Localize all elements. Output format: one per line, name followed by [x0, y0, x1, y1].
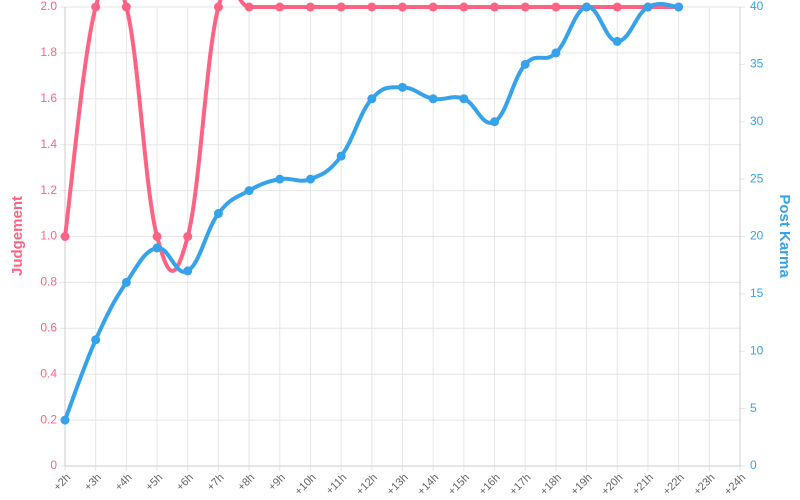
x-tick-label: +18h — [538, 472, 564, 498]
point — [490, 117, 500, 127]
point — [91, 2, 101, 12]
x-tick-label: +5h — [144, 472, 166, 494]
x-tick-label: +16h — [477, 472, 503, 498]
y2-tick-label: 0 — [750, 458, 757, 472]
point — [643, 2, 653, 12]
y2-tick-label: 30 — [750, 114, 764, 128]
x-tick-label: +24h — [722, 472, 748, 498]
point — [305, 2, 315, 12]
point — [459, 94, 469, 104]
point — [336, 2, 346, 12]
x-tick-label: +19h — [569, 472, 595, 498]
x-tick-label: +7h — [205, 472, 227, 494]
x-tick-label: +21h — [630, 472, 656, 498]
y2-axis-title: Post Karma — [776, 194, 793, 278]
x-tick-label: +3h — [82, 472, 104, 494]
point — [612, 36, 622, 46]
y-tick-label: 0.8 — [40, 275, 57, 289]
y-tick-label: 0.2 — [40, 412, 57, 426]
point — [428, 2, 438, 12]
point — [152, 243, 162, 253]
point — [213, 209, 223, 219]
point — [459, 2, 469, 12]
x-tick-label: +2h — [51, 472, 73, 494]
point — [367, 94, 377, 104]
point — [152, 232, 162, 241]
point — [428, 94, 438, 104]
point — [336, 151, 346, 161]
x-tick-label: +22h — [661, 472, 687, 498]
y2-tick-label: 40 — [750, 0, 764, 13]
point — [121, 277, 131, 287]
x-tick-label: +6h — [174, 472, 196, 494]
point — [674, 2, 684, 12]
x-tick-label: +10h — [293, 472, 319, 498]
y-tick-label: 2.0 — [40, 0, 57, 13]
point — [275, 174, 285, 184]
point — [121, 2, 131, 12]
y-tick-label: 0.6 — [40, 320, 57, 334]
y-axis-title: Judgement — [9, 196, 26, 276]
point — [367, 2, 377, 12]
point — [183, 232, 193, 241]
point — [490, 2, 500, 12]
y2-tick-label: 20 — [750, 229, 764, 243]
point — [551, 48, 561, 58]
point — [213, 2, 223, 12]
point — [60, 415, 70, 425]
x-tick-label: +14h — [415, 472, 441, 498]
x-tick-label: +20h — [599, 472, 625, 498]
y-tick-label: 1.0 — [40, 229, 57, 243]
point — [244, 186, 254, 196]
x-tick-label: +9h — [266, 472, 288, 494]
point — [582, 2, 592, 12]
x-tick-label: +11h — [324, 472, 349, 497]
y-tick-label: 0.4 — [40, 366, 57, 380]
point — [305, 174, 315, 184]
y2-tick-label: 10 — [750, 343, 764, 357]
y2-tick-label: 15 — [750, 286, 764, 300]
point — [398, 82, 407, 92]
y-tick-label: 1.6 — [40, 91, 57, 105]
x-tick-label: +4h — [113, 472, 135, 494]
x-tick-label: +15h — [446, 472, 472, 498]
y2-tick-label: 25 — [750, 171, 764, 185]
point — [183, 266, 193, 276]
point — [520, 2, 530, 12]
x-tick-label: +23h — [691, 472, 717, 498]
y2-tick-label: 35 — [750, 57, 764, 71]
x-tick-label: +12h — [354, 472, 380, 498]
point — [60, 232, 70, 241]
y2-tick-label: 5 — [750, 401, 757, 415]
point — [244, 2, 254, 12]
y-tick-label: 1.8 — [40, 45, 57, 59]
x-tick-label: +8h — [236, 472, 258, 494]
point — [612, 2, 622, 12]
point — [91, 335, 101, 345]
point — [551, 2, 561, 12]
point — [275, 2, 285, 12]
x-tick-label: +17h — [507, 472, 533, 498]
point — [520, 59, 530, 69]
y-tick-label: 0 — [50, 458, 57, 472]
y-tick-label: 1.2 — [40, 183, 57, 197]
x-tick-label: +13h — [385, 472, 411, 498]
y-tick-label: 1.4 — [40, 137, 57, 151]
point — [398, 2, 407, 12]
